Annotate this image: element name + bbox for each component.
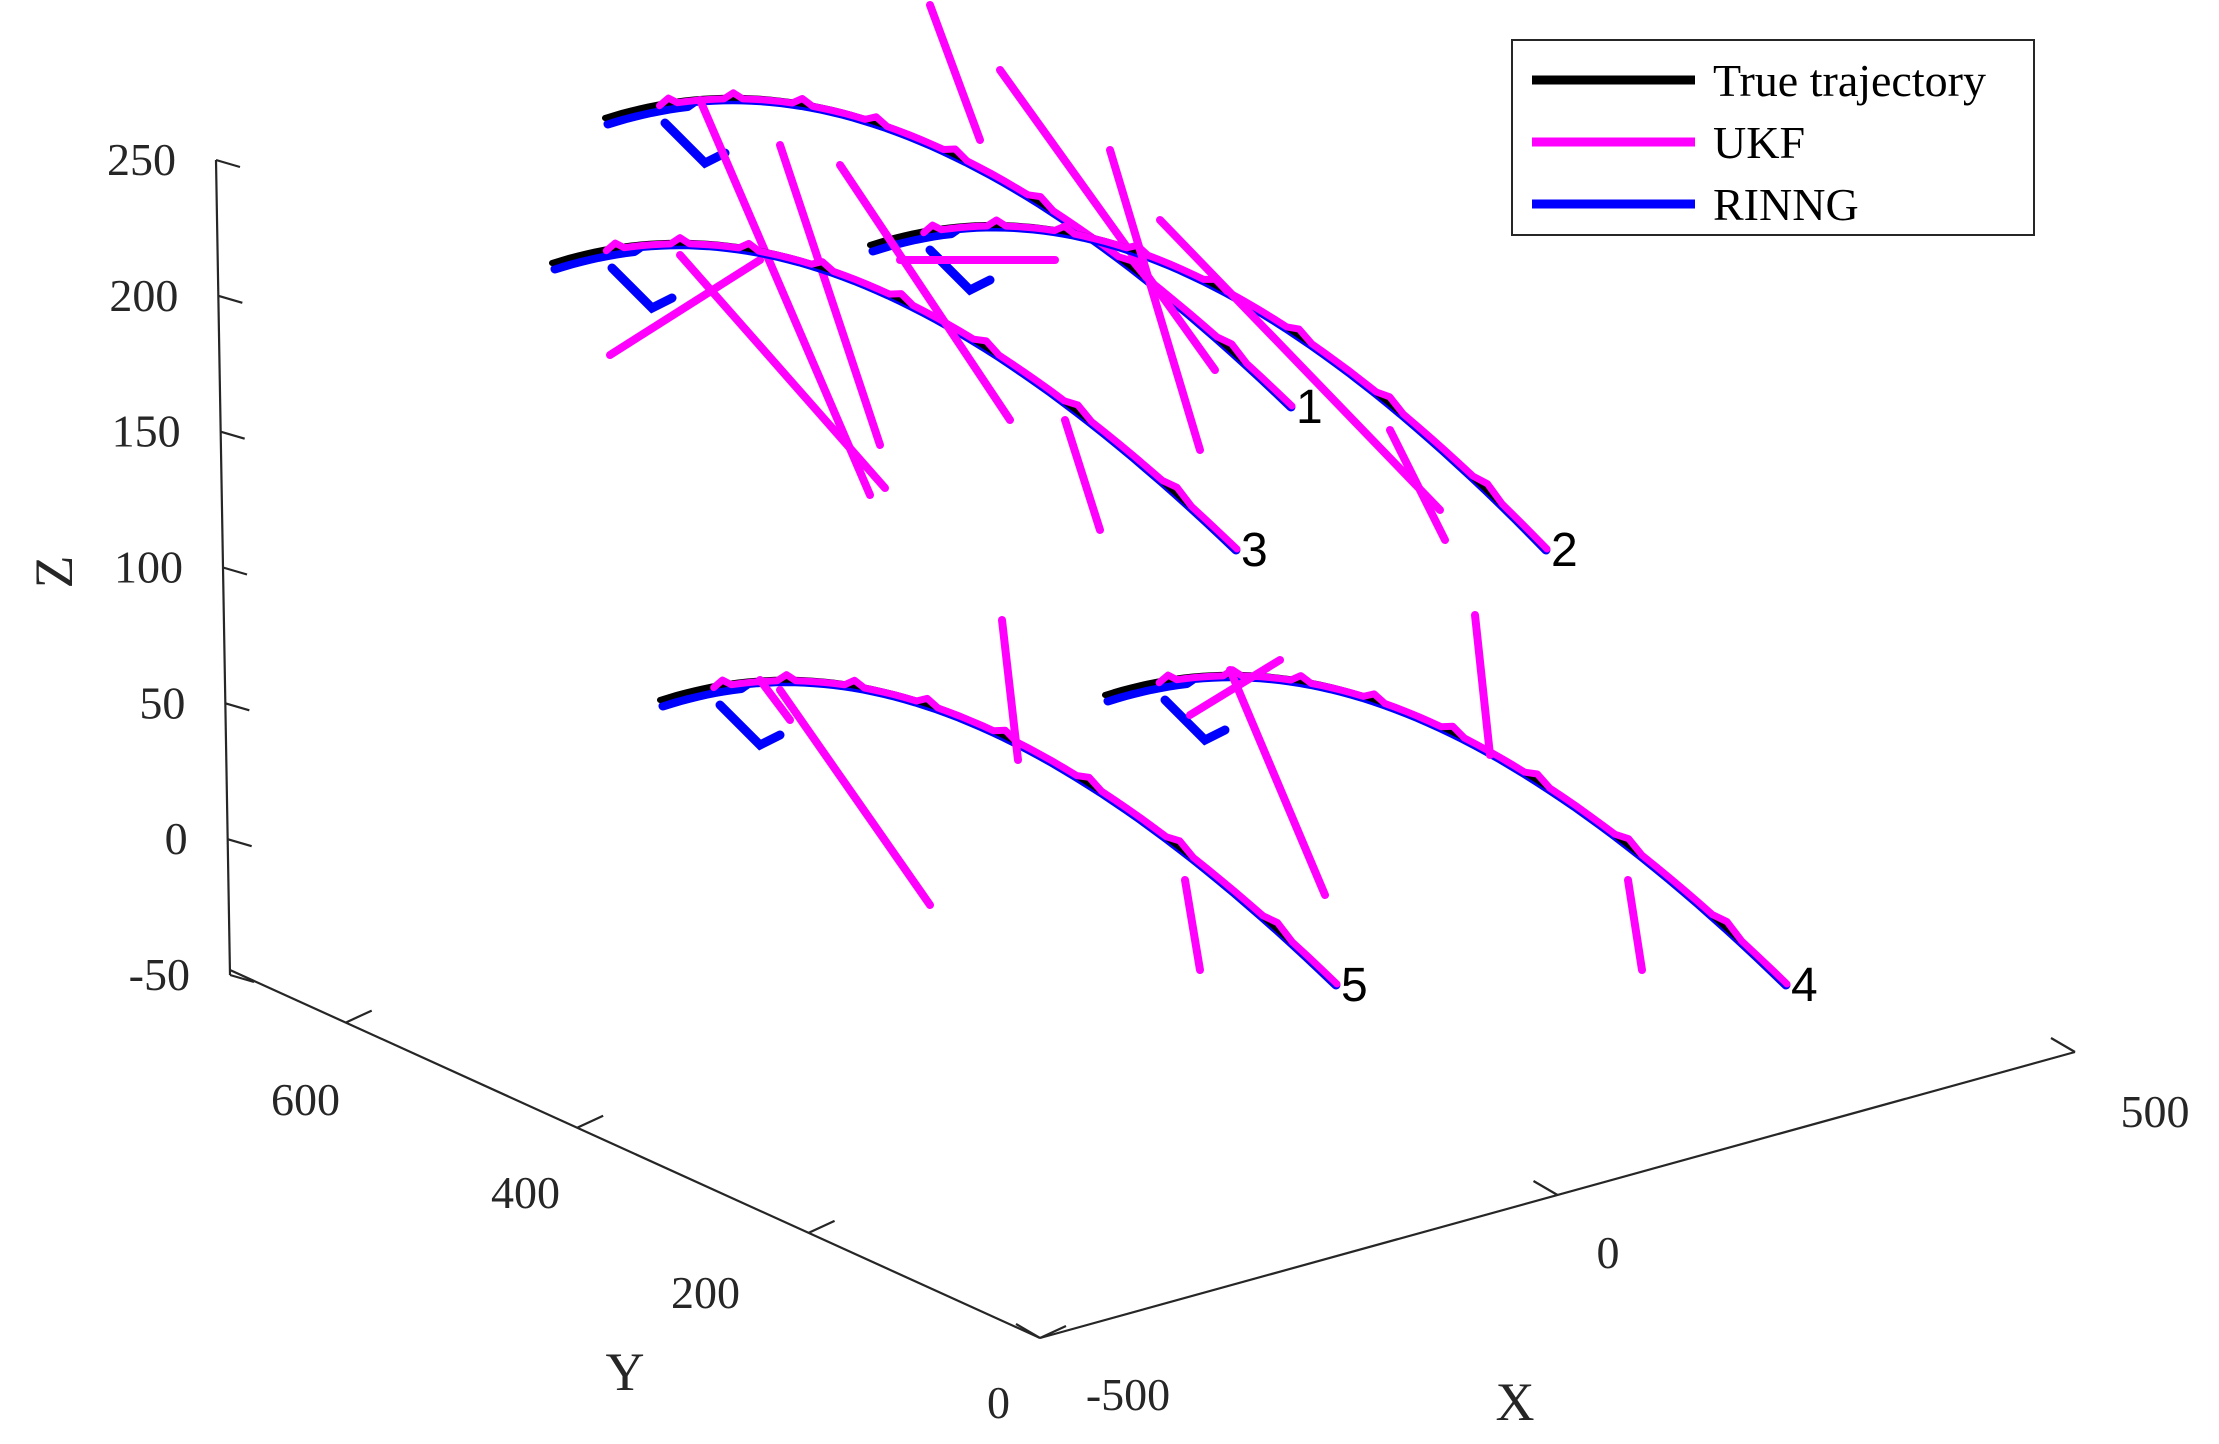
x-tick-label: -500: [1086, 1369, 1170, 1420]
trajectory-labels: 1 2 3 4 5: [1241, 381, 1818, 1012]
ukf-spike-3-2: [1061, 416, 1104, 534]
z-tick-label: 100: [114, 542, 183, 593]
z-tick-label: -50: [129, 949, 190, 1000]
legend-label: RINNG: [1713, 179, 1859, 230]
legend: True trajectory UKF RINNG: [1511, 39, 2035, 236]
ukf-spike-1-3: [776, 141, 884, 449]
ukf-spike-4-3: [1624, 876, 1646, 974]
z-tick: [225, 702, 250, 712]
ukf-line-3: [602, 234, 1241, 553]
y-tick-label: 200: [671, 1267, 740, 1318]
y-tick-label: 0: [987, 1377, 1010, 1428]
x-tick: [1015, 1323, 1041, 1339]
y-tick: [808, 1219, 836, 1234]
ukf-spike-4-2: [1471, 611, 1494, 759]
trajectory-label-3: 3: [1241, 524, 1268, 577]
z-tick-label: 150: [112, 406, 181, 457]
legend-label: True trajectory: [1713, 55, 1986, 106]
tick-marks: [215, 158, 2076, 1339]
ukf-spike-1-2: [996, 66, 1219, 374]
x-tick-label: 500: [2121, 1086, 2190, 1137]
trajectory-3: [549, 161, 1241, 555]
ukf-line-4: [1155, 666, 1791, 988]
rinng-deviation-3: [607, 263, 677, 314]
z-tick-label: 250: [107, 134, 176, 185]
ukf-spike-2-2: [926, 1, 984, 144]
legend-label: UKF: [1713, 117, 1805, 168]
trajectories: [549, 1, 1791, 990]
z-tick: [218, 294, 243, 304]
ukf-spike-2-1: [1156, 216, 1444, 514]
trajectory-4: [1102, 611, 1791, 990]
y-tick-label: 400: [491, 1167, 560, 1218]
trajectory-label-4: 4: [1791, 959, 1818, 1012]
trajectory-2: [867, 1, 1551, 555]
rinng-deviation-5: [715, 700, 785, 751]
true-line-3: [549, 239, 1238, 551]
y-axis-label: Y: [606, 1342, 645, 1402]
ukf-spike-4-0: [1226, 666, 1329, 899]
x-tick: [1532, 1180, 1559, 1196]
z-tick-label: 50: [139, 677, 185, 728]
trajectory-label-5: 5: [1341, 959, 1368, 1012]
ukf-spike-5-0: [776, 686, 934, 909]
ukf-line-5: [710, 671, 1341, 988]
x-tick: [2050, 1037, 2076, 1053]
axes: [214, 159, 2076, 1340]
y-tick: [576, 1114, 604, 1129]
y-tick-label: 600: [271, 1074, 340, 1125]
ukf-spike-2-0: [1106, 146, 1204, 454]
axis-labels: X Y Z: [24, 556, 1535, 1433]
ukf-spike-3-1: [836, 161, 1014, 424]
ukf-spike-1-1: [696, 96, 874, 499]
z-tick-label: 200: [109, 270, 178, 321]
z-tick: [229, 973, 255, 984]
ukf-spike-1-0: [606, 256, 764, 359]
y-tick: [345, 1009, 373, 1024]
z-axis-label: Z: [24, 556, 84, 589]
z-tick: [215, 158, 241, 169]
z-tick-label: 0: [165, 813, 188, 864]
trajectory-label-1: 1: [1296, 381, 1323, 434]
ukf-line-2: [920, 216, 1551, 553]
y-tick: [1039, 1325, 1067, 1339]
rinng-deviation-4: [1160, 695, 1230, 746]
true-line-4: [1102, 671, 1788, 986]
z-tick: [222, 566, 248, 576]
ukf-spike-5-3: [756, 676, 794, 724]
ukf-spike-3-0: [676, 251, 889, 492]
true-line-5: [657, 676, 1338, 986]
x-axis-label: X: [1496, 1372, 1535, 1432]
x-tick-label: 0: [1597, 1227, 1620, 1278]
ukf-spike-2-3: [1386, 426, 1449, 544]
z-tick: [227, 838, 252, 848]
trajectory-5: [657, 616, 1341, 990]
y-axis-line: [229, 968, 1041, 1340]
ukf-spike-5-2: [1181, 876, 1204, 974]
z-tick: [220, 430, 245, 440]
rinng-deviation-1: [660, 118, 730, 169]
ukf-spike-4-1: [1186, 656, 1284, 719]
trajectory-label-2: 2: [1551, 524, 1578, 577]
ukf-spike-5-1: [998, 616, 1022, 764]
